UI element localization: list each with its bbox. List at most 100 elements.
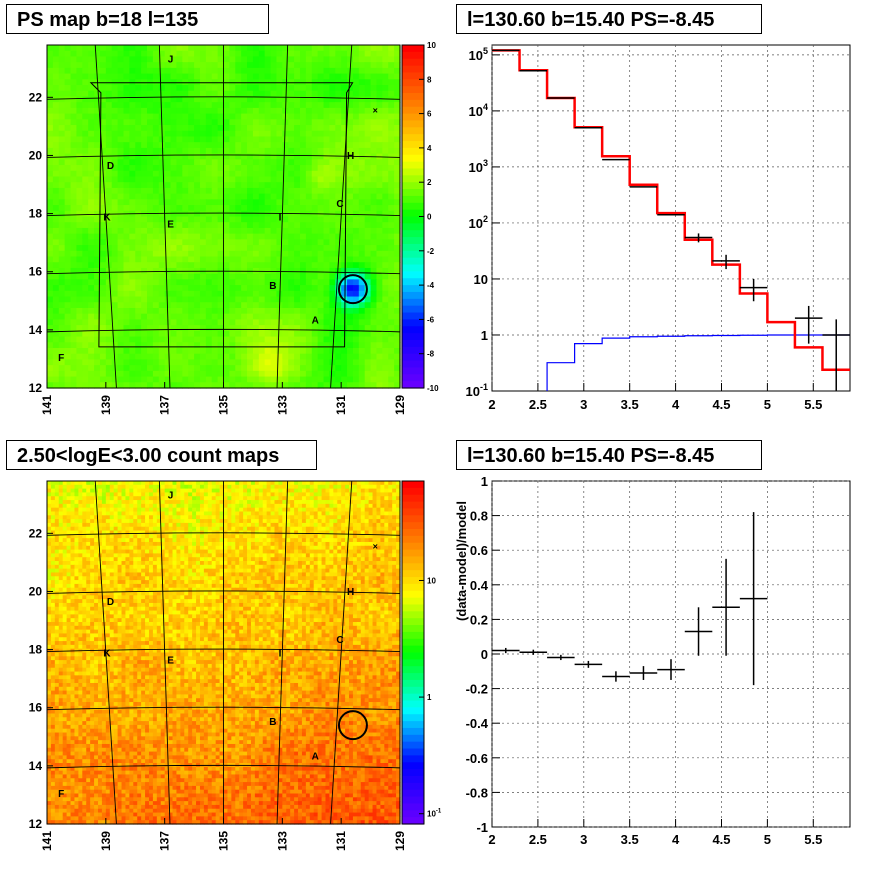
map-pixel <box>317 256 325 263</box>
map-pixel <box>384 526 389 532</box>
map-pixel <box>382 205 389 212</box>
map-pixel <box>199 107 207 115</box>
map-pixel <box>394 153 401 160</box>
map-pixel <box>329 56 336 63</box>
map-pixel <box>88 62 95 69</box>
map-pixel <box>219 522 225 528</box>
map-pixel <box>364 125 372 132</box>
map-pixel <box>229 147 236 155</box>
map-pixel <box>376 319 383 326</box>
map-pixel <box>323 233 330 240</box>
map-pixel <box>199 382 207 389</box>
map-pixel <box>288 330 295 338</box>
map-pixel <box>152 256 160 263</box>
map-pixel <box>382 302 389 309</box>
map-pixel <box>205 336 213 343</box>
map-pixel <box>70 210 78 218</box>
map-pixel <box>88 245 95 252</box>
map-pixel <box>394 210 401 218</box>
map-pixel <box>299 56 307 63</box>
map-pixel <box>170 119 178 126</box>
map-pixel <box>229 199 236 206</box>
map-pixel <box>264 273 272 280</box>
map-pixel <box>76 50 83 58</box>
map-pixel <box>288 62 295 69</box>
map-pixel <box>305 50 313 58</box>
map-pixel <box>352 481 358 486</box>
map-pixel <box>358 205 366 212</box>
map-pixel <box>313 492 319 497</box>
map-pixel <box>135 376 142 383</box>
map-pixel <box>347 325 354 332</box>
map-pixel <box>94 50 101 58</box>
map-pixel <box>313 488 319 494</box>
map-pixel <box>352 347 360 355</box>
map-pixel <box>123 102 130 109</box>
map-pixel <box>123 136 130 143</box>
map-pixel <box>205 96 213 103</box>
map-pixel <box>74 530 79 535</box>
map-pixel <box>170 279 178 286</box>
colorbar-label: -2 <box>427 247 435 256</box>
map-pixel <box>64 342 72 349</box>
map-pixel <box>329 233 336 240</box>
map-pixel <box>129 342 136 349</box>
source-label-i: I <box>279 213 282 224</box>
map-pixel <box>370 245 378 252</box>
map-pixel <box>182 56 189 63</box>
map-pixel <box>356 496 362 501</box>
map-pixel <box>199 279 207 286</box>
map-pixel <box>147 153 154 160</box>
map-pixel <box>372 511 378 516</box>
map-pixel <box>148 496 154 501</box>
map-pixel <box>347 239 354 246</box>
colorbar-label: -6 <box>427 315 435 324</box>
map-pixel <box>323 107 330 115</box>
map-pixel <box>305 90 313 98</box>
colorbar-band <box>402 216 424 224</box>
map-pixel <box>347 370 354 378</box>
colorbar-band <box>402 305 424 314</box>
colorbar-band <box>402 127 424 135</box>
map-pixel <box>76 267 83 275</box>
map-pixel <box>301 515 307 520</box>
map-pixel <box>235 285 242 292</box>
map-pixel <box>252 96 260 103</box>
map-pixel <box>370 382 378 389</box>
map-pixel <box>235 296 242 303</box>
map-pixel <box>352 290 360 298</box>
map-pixel <box>358 325 366 332</box>
map-pixel <box>141 153 148 160</box>
map-pixel <box>345 511 350 516</box>
map-pixel <box>141 50 148 58</box>
map-pixel <box>223 503 229 509</box>
map-pixel <box>335 45 342 52</box>
map-pixel <box>282 199 289 206</box>
map-pixel <box>394 45 401 52</box>
map-pixel <box>199 159 207 166</box>
map-pixel <box>94 296 101 303</box>
map-pixel <box>372 526 378 532</box>
map-pixel <box>199 307 207 315</box>
map-pixel <box>180 519 185 524</box>
map-pixel <box>88 193 95 200</box>
map-pixel <box>123 296 130 303</box>
map-pixel <box>211 353 219 361</box>
map-pixel <box>50 519 56 524</box>
map-pixel <box>188 159 195 166</box>
map-pixel <box>66 511 72 516</box>
map-pixel <box>252 142 260 149</box>
map-pixel <box>247 176 254 183</box>
map-pixel <box>176 515 181 520</box>
map-pixel <box>82 216 89 223</box>
map-pixel <box>370 342 378 349</box>
map-pixel <box>176 336 183 343</box>
map-pixel <box>317 153 325 160</box>
map-pixel <box>364 193 372 200</box>
map-pixel <box>194 170 201 178</box>
map-pixel <box>66 481 72 486</box>
map-pixel <box>170 165 178 172</box>
map-pixel <box>394 365 401 372</box>
map-pixel <box>309 511 315 516</box>
map-pixel <box>288 359 295 366</box>
